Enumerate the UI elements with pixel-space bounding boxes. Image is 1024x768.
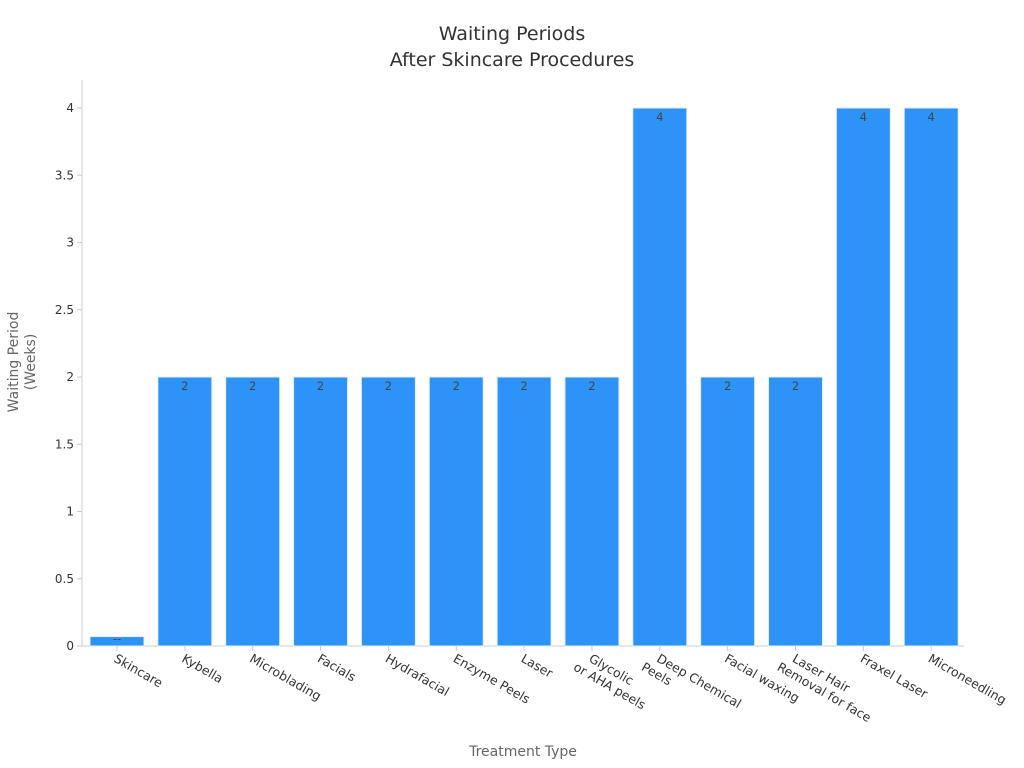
y-axis-title-line-1: Waiting Period bbox=[6, 312, 22, 413]
x-tick-label-text: Fraxel Laser bbox=[858, 651, 931, 702]
y-axis-title: Waiting Period (Weeks) bbox=[6, 312, 39, 413]
x-tick-label-text: Laser bbox=[519, 651, 557, 681]
x-tick-label-text: Glycolicor AHA peels bbox=[571, 646, 656, 712]
x-tick-label: Microneedling bbox=[926, 651, 1009, 708]
bar-data-label: 4 bbox=[656, 110, 663, 124]
y-tick-label: 3.5 bbox=[55, 168, 74, 182]
x-tick-label: Hydrafacial bbox=[383, 651, 452, 700]
y-tick-label: 3 bbox=[66, 236, 74, 250]
x-tick-label-line: Facials bbox=[315, 651, 359, 685]
x-tick-label-text: Microneedling bbox=[926, 651, 1009, 708]
y-tick-label: 2 bbox=[66, 370, 74, 384]
y-tick-label: 0 bbox=[66, 639, 74, 653]
x-tick-label: Laser bbox=[519, 651, 557, 681]
y-tick-label: 0.5 bbox=[55, 572, 74, 586]
bar bbox=[632, 107, 688, 647]
y-axis-ticks: 0 0.5 1 1.5 2 2.5 3 3.5 4 bbox=[55, 101, 82, 653]
x-tick-label: Skincare bbox=[112, 651, 166, 691]
x-tick-label: Kybella bbox=[179, 651, 225, 686]
x-tick-label-text: Facials bbox=[315, 651, 359, 685]
x-tick-label-line: Laser bbox=[519, 651, 557, 681]
bar bbox=[428, 376, 484, 647]
bar-data-label: 4 bbox=[860, 110, 867, 124]
bar bbox=[700, 376, 756, 647]
bar-data-label: 2 bbox=[588, 379, 595, 393]
x-tick-label-line: Kybella bbox=[179, 651, 225, 686]
x-tick-label-line: Hydrafacial bbox=[383, 651, 452, 700]
x-tick-label-line: Fraxel Laser bbox=[858, 651, 931, 702]
x-tick-label-text: Hydrafacial bbox=[383, 651, 452, 700]
bar bbox=[360, 376, 416, 647]
bar-data-label: 4 bbox=[928, 110, 935, 124]
bar-data-label: 2 bbox=[385, 379, 392, 393]
chart-title-line-1: Waiting Periods bbox=[439, 23, 586, 45]
y-axis-title-line-2: (Weeks) bbox=[23, 334, 39, 391]
x-tick-label-text: Skincare bbox=[112, 651, 166, 691]
y-tick-label: 4 bbox=[66, 101, 74, 115]
bar bbox=[768, 376, 823, 647]
bar bbox=[564, 376, 620, 647]
x-tick-label: Glycolicor AHA peels bbox=[571, 646, 656, 713]
data-labels: -- 2 2 2 2 2 2 2 4 2 2 4 4 bbox=[113, 110, 935, 646]
y-tick-label: 1.5 bbox=[55, 437, 74, 451]
chart-title: Waiting Periods After Skincare Procedure… bbox=[390, 23, 635, 71]
x-tick-label-line: Skincare bbox=[112, 651, 166, 691]
bar-data-label: 2 bbox=[520, 379, 527, 393]
bar bbox=[835, 107, 891, 647]
x-tick-label-line: Microblading bbox=[247, 651, 324, 704]
x-tick-label-text: Microblading bbox=[247, 651, 324, 704]
x-tick-label-text: Kybella bbox=[179, 651, 225, 686]
x-axis-title: Treatment Type bbox=[468, 744, 577, 760]
bars bbox=[89, 107, 959, 647]
bar-data-label: 2 bbox=[317, 379, 324, 393]
bar-data-label: 2 bbox=[249, 379, 256, 393]
y-tick-label: 2.5 bbox=[55, 303, 74, 317]
chart-title-line-2: After Skincare Procedures bbox=[390, 49, 635, 71]
y-tick-label: 1 bbox=[66, 505, 74, 519]
bar-data-label: -- bbox=[113, 632, 121, 646]
bar bbox=[903, 107, 959, 647]
bar bbox=[496, 376, 552, 647]
bar-data-label: 2 bbox=[453, 379, 460, 393]
bar-data-label: 2 bbox=[724, 379, 731, 393]
bar-data-label: 2 bbox=[181, 379, 188, 393]
bar bbox=[157, 376, 213, 647]
x-tick-label: Fraxel Laser bbox=[858, 651, 931, 702]
x-tick-label-line: Microneedling bbox=[926, 651, 1009, 708]
bar bbox=[225, 376, 281, 647]
x-tick-label: Facials bbox=[315, 651, 359, 685]
x-tick-label: Microblading bbox=[247, 651, 324, 704]
bar bbox=[293, 376, 349, 647]
bar-data-label: 2 bbox=[792, 379, 799, 393]
